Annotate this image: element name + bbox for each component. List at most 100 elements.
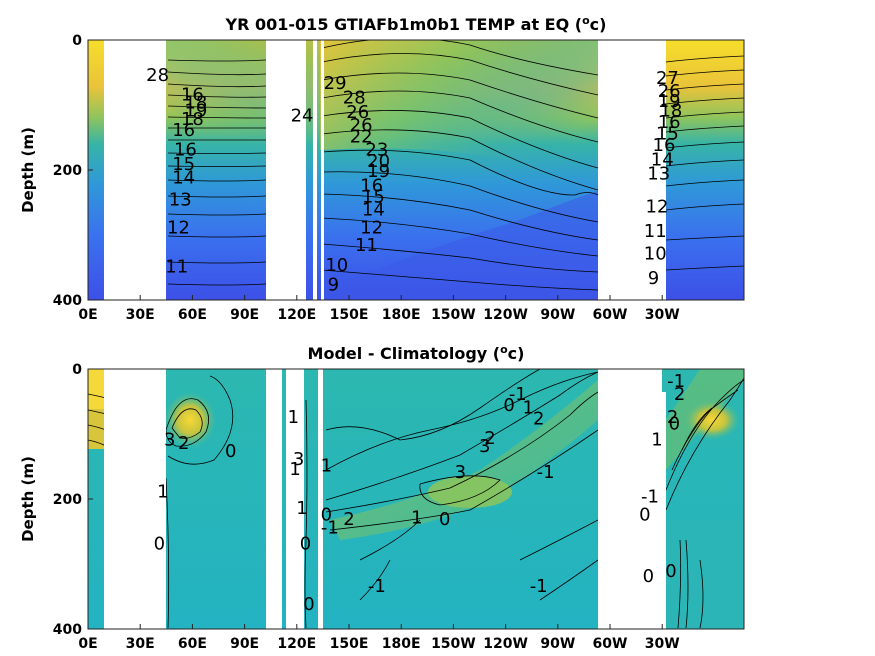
contour-label: 0 <box>303 594 314 615</box>
panel-2-field <box>88 369 744 629</box>
contour-label: 1 <box>523 398 534 419</box>
contour-label: 14 <box>651 149 674 170</box>
contour-label: 18 <box>184 93 207 114</box>
x-tick-label: 150E <box>330 636 369 652</box>
contour-label: 14 <box>362 199 385 220</box>
contour-label: 12 <box>167 218 190 239</box>
contour-label: 27 <box>656 68 679 89</box>
contour-label: 0 <box>225 441 236 462</box>
contour-label: 16 <box>653 135 676 156</box>
x-tick-label: 60E <box>178 307 207 323</box>
x-tick-label: 120E <box>277 307 316 323</box>
x-tick-label: 120W <box>483 636 528 652</box>
contour-label: 19 <box>658 91 681 112</box>
panel-1-contour-labels: 2816181918161615141312112429282626222320… <box>146 65 682 296</box>
x-tick-label: 180E <box>382 307 421 323</box>
contour-label: 16 <box>181 84 204 105</box>
contour-label: -1 <box>368 576 386 597</box>
x-tick-label: 30E <box>126 636 155 652</box>
contour-label: 1 <box>321 456 332 477</box>
x-tick-label: 180E <box>382 636 421 652</box>
contour-label: 22 <box>350 127 373 148</box>
contour-label: 2 <box>484 428 495 449</box>
panel-1-y-axis-label: Depth (m) <box>19 127 37 213</box>
panel-1-y-ticks: 0 200 400 <box>53 33 93 309</box>
contour-label: 12 <box>646 197 669 218</box>
x-tick-label: 30W <box>645 307 680 323</box>
contour-label: 2 <box>674 384 685 405</box>
contour-label: 9 <box>328 275 339 296</box>
y-tick-label: 200 <box>53 492 82 508</box>
contour-label: 1 <box>289 459 300 480</box>
contour-label: 2 <box>343 509 354 530</box>
x-tick-label: 120W <box>483 307 528 323</box>
x-tick-label: 90W <box>540 636 575 652</box>
contour-label: 28 <box>146 65 169 86</box>
contour-label: 23 <box>365 140 388 161</box>
contour-label: 3 <box>293 449 304 470</box>
contour-label: 11 <box>165 257 188 278</box>
contour-label: 16 <box>360 175 383 196</box>
contour-label: 26 <box>346 102 369 123</box>
contour-label: 28 <box>343 88 366 109</box>
contour-label: -1 <box>641 487 659 508</box>
contour-label: 9 <box>648 268 659 289</box>
contour-label: -1 <box>321 517 339 538</box>
contour-label: 3 <box>479 436 490 457</box>
contour-label: 0 <box>503 395 514 416</box>
contour-label: 2 <box>667 407 678 428</box>
y-tick-label: 0 <box>72 33 82 49</box>
contour-label: 0 <box>321 504 332 525</box>
contour-label: 0 <box>669 413 680 434</box>
contour-label: 1 <box>288 407 299 428</box>
x-tick-label: 0E <box>78 307 97 323</box>
panel-2: Model - Climatology (oc) <box>19 343 745 652</box>
contour-label: 3 <box>455 462 466 483</box>
contour-label: 12 <box>360 218 383 239</box>
contour-label: 0 <box>439 509 450 530</box>
panel-1-field <box>88 40 744 300</box>
contour-label: 0 <box>665 561 676 582</box>
x-tick-label: 120E <box>277 636 316 652</box>
contour-label: 20 <box>367 151 390 172</box>
x-tick-label: 0E <box>78 636 97 652</box>
contour-label: 14 <box>172 167 195 188</box>
contour-label: 15 <box>362 186 385 207</box>
y-tick-label: 0 <box>72 362 82 378</box>
contour-label: 10 <box>644 244 667 265</box>
x-tick-label: 60W <box>593 307 628 323</box>
panel-2-y-ticks: 0 200 400 <box>53 362 93 638</box>
contour-label: 10 <box>325 255 348 276</box>
contour-label: 0 <box>643 566 654 587</box>
contour-label: 1 <box>411 508 422 529</box>
panel-2-x-ticks: 0E 30E 60E 90E 120E 150E 180E 150W 120W 90W 60W 30W <box>78 624 680 652</box>
panel-1-title: YR 001-015 GTIAFb1m0b1 TEMP at EQ (oc) <box>225 14 607 34</box>
x-tick-label: 60E <box>178 636 207 652</box>
x-tick-label: 90E <box>230 307 259 323</box>
x-tick-label: 60W <box>593 636 628 652</box>
x-tick-label: 150W <box>431 636 476 652</box>
panel-2-y-axis-label: Depth (m) <box>19 456 37 542</box>
contour-label: 29 <box>324 73 347 94</box>
contour-label: -1 <box>537 462 555 483</box>
contour-label: 11 <box>355 235 378 256</box>
contour-label: 1 <box>651 430 662 451</box>
contour-label: 15 <box>656 123 679 144</box>
contour-label: 18 <box>181 109 204 130</box>
contour-label: 15 <box>172 154 195 175</box>
contour-label: 16 <box>174 140 197 161</box>
contour-label: 13 <box>647 164 670 185</box>
panel-1: YR 001-015 GTIAFb1m0b1 TEMP at EQ (oc) <box>19 14 745 323</box>
contour-label: 0 <box>154 534 165 555</box>
x-tick-label: 30W <box>645 636 680 652</box>
panel-1-x-ticks: 0E 30E 60E 90E 120E 150E 180E 150W 120W 90W 60W 30W <box>78 295 680 323</box>
contour-label: 3 <box>164 430 175 451</box>
x-tick-label: 30E <box>126 307 155 323</box>
contour-label: -1 <box>530 576 548 597</box>
contour-label: 2 <box>178 433 189 454</box>
contour-label: 26 <box>658 81 681 102</box>
contour-label: 19 <box>367 161 390 182</box>
contour-label: 24 <box>291 106 314 127</box>
contour-label: 1 <box>157 482 168 503</box>
